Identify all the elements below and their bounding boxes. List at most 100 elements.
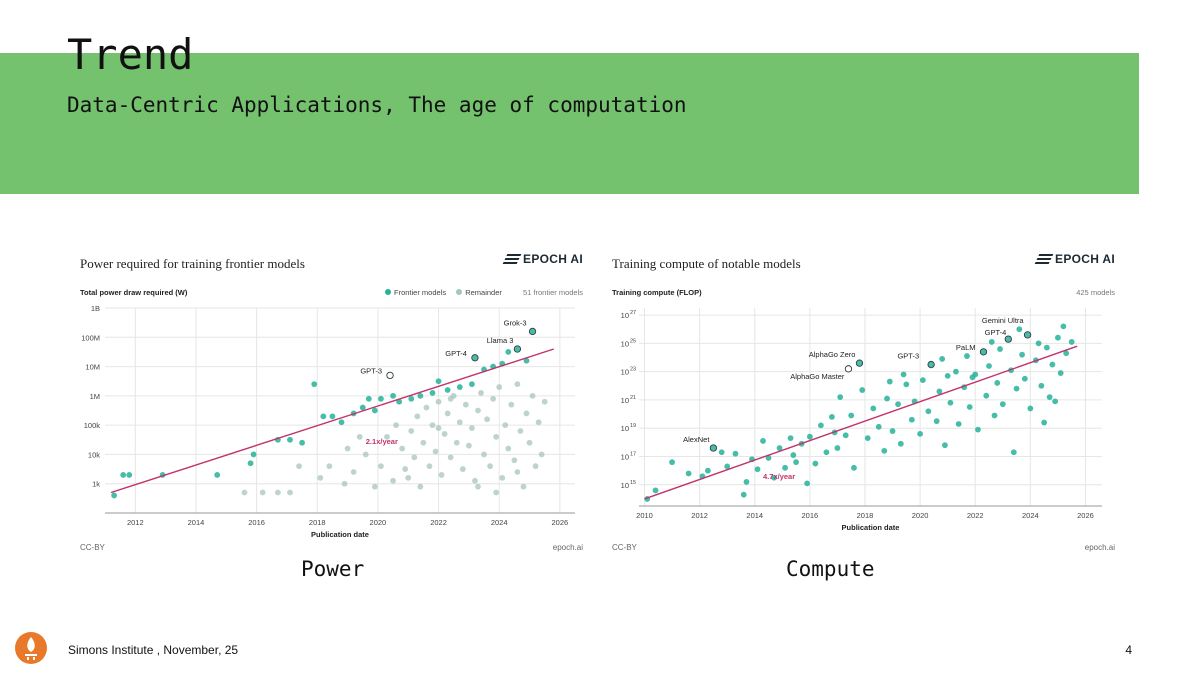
legend-remainder-swatch [456, 289, 463, 295]
slide-subtitle: Data-Centric Applications, The age of co… [67, 93, 687, 117]
legend-frontier-swatch [385, 289, 391, 295]
highlighted-model-marker [471, 354, 479, 362]
power-scatter-plot: 1k 10k 100k 1M 10M 100M 1B 2012 2014 2016 2018 2020… [81, 304, 575, 539]
model-point [953, 368, 959, 375]
y-tick-exponent: 21 [630, 395, 636, 401]
model-point [999, 401, 1006, 408]
highlighted-model-marker [513, 345, 522, 353]
model-point [903, 381, 910, 388]
model-point [793, 459, 799, 466]
y-tick-label: 1M [90, 392, 100, 401]
model-point [804, 480, 811, 487]
highlighted-model-marker [1004, 335, 1012, 343]
frontier-model-point [126, 472, 133, 478]
x-tick-label: 2014 [188, 518, 205, 527]
y-tick-base: 10 [621, 424, 629, 433]
brand-label: EPOCH AI [523, 252, 583, 266]
frontier-model-point [311, 381, 318, 388]
y-tick-exponent: 23 [630, 367, 636, 373]
x-tick-label: 2018 [309, 518, 326, 527]
model-point [933, 418, 940, 425]
model-point [975, 426, 981, 433]
remainder-model-point [520, 483, 527, 490]
remainder-model-point [496, 384, 503, 390]
remainder-model-point [356, 433, 363, 440]
model-point [724, 463, 731, 470]
remainder-model-point [402, 466, 409, 472]
model-point [1038, 382, 1045, 389]
remainder-model-point [465, 442, 472, 449]
remainder-model-point [514, 381, 521, 388]
frontier-model-point [529, 328, 536, 335]
remainder-model-point [417, 483, 424, 490]
frontier-model-point [378, 395, 384, 402]
remainder-model-point [384, 433, 390, 440]
frontier-model-point [338, 419, 345, 426]
model-point [1060, 323, 1067, 330]
remainder-model-point [499, 474, 506, 481]
chart-title: Training compute of notable models [612, 256, 801, 271]
model-point [947, 399, 954, 406]
remainder-model-point [447, 454, 454, 461]
x-tick-label: 2022 [967, 511, 984, 520]
model-point [983, 392, 990, 399]
remainder-model-point [390, 477, 396, 484]
remainder-model-point [469, 425, 475, 431]
frontier-model-point [250, 451, 257, 458]
model-point [1068, 339, 1075, 345]
model-point [939, 356, 946, 362]
model-point [829, 414, 835, 420]
epoch-ai-brand: EPOCH AI [502, 252, 583, 266]
remainder-model-point [371, 483, 378, 490]
model-point [652, 487, 659, 494]
model-point [732, 450, 739, 457]
model-point [787, 435, 794, 442]
trend-line [110, 348, 554, 494]
model-point [955, 421, 962, 427]
highlighted-model-marker [979, 348, 988, 356]
remainder-model-point [490, 395, 497, 402]
source-site: epoch.ai [552, 543, 583, 552]
license-credit: CC-BY [80, 543, 105, 552]
trend-line [644, 345, 1078, 500]
remainder-model-point [426, 463, 433, 470]
model-point [1052, 398, 1059, 405]
highlighted-model-marker [927, 360, 935, 369]
model-point [1024, 331, 1031, 338]
x-tick-label: 2018 [857, 511, 874, 520]
remainder-model-point [541, 398, 548, 405]
legend-frontier-label: Frontier models [394, 288, 447, 297]
remainder-model-point [538, 451, 545, 458]
x-tick-label: 2016 [248, 518, 265, 527]
model-point [986, 363, 992, 369]
remainder-model-point [423, 404, 430, 411]
model-point [823, 449, 830, 456]
institute-logo-icon [15, 632, 47, 664]
y-tick-exponent: 27 [630, 310, 636, 316]
model-point [771, 474, 777, 481]
remainder-model-point [259, 489, 266, 496]
highlighted-model-marker [844, 365, 853, 373]
remainder-model-point [526, 439, 533, 446]
model-annotation-label: AlexNet [683, 435, 710, 444]
model-annotation-label: GPT-4 [985, 328, 1007, 337]
model-point [1013, 385, 1020, 392]
model-point [1019, 351, 1025, 358]
remainder-model-point [350, 469, 357, 475]
model-point [881, 447, 888, 454]
remainder-model-point [459, 466, 466, 472]
model-point [760, 438, 766, 444]
model-point [718, 449, 725, 456]
model-point [900, 371, 907, 378]
x-tick-label: 2020 [370, 518, 387, 527]
frontier-model-point [320, 413, 327, 420]
remainder-model-point [493, 489, 500, 496]
model-annotation-label: AlphaGo Master [790, 372, 845, 381]
model-point [776, 445, 783, 451]
remainder-model-point [478, 390, 484, 396]
power-caption: Power [301, 557, 365, 581]
model-point [1046, 394, 1053, 400]
model-annotation-label: Gemini Ultra [982, 316, 1025, 325]
y-tick-label: 1B [91, 304, 100, 313]
power-chart-panel: Power required for training frontier mod… [65, 238, 595, 558]
